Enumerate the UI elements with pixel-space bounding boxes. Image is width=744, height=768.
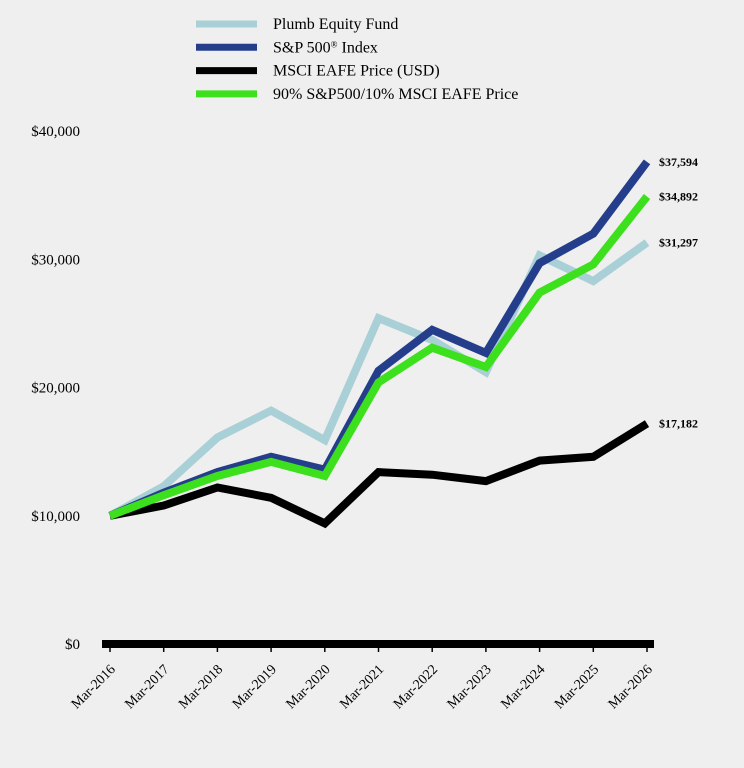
x-tick-label: Mar-2023	[445, 662, 495, 712]
legend-label-plumb-equity-fund: Plumb Equity Fund	[273, 16, 398, 33]
series-line-plumb-equity-fund	[108, 239, 650, 520]
x-tick-label: Mar-2021	[337, 662, 387, 712]
legend-label-90-s-p500-10-msci-eafe-price: 90% S&P500/10% MSCI EAFE Price	[273, 86, 518, 103]
x-tick-label: Mar-2017	[123, 662, 173, 712]
x-tick-label: Mar-2019	[230, 662, 280, 712]
y-tick-label: $0	[65, 637, 80, 653]
x-tick-label: Mar-2020	[284, 662, 334, 712]
legend: Plumb Equity Fund S&P 500® Index MSCI EAFE…	[196, 16, 518, 103]
series-line-90-s-p500-10-msci-eafe-price	[108, 194, 651, 520]
x-tick-label: Mar-2022	[391, 662, 441, 712]
end-value-label: $31,297	[659, 236, 698, 250]
legend-label-s-p-500-index: S&P 500® Index	[273, 39, 378, 56]
y-tick-label: $10,000	[31, 509, 80, 525]
y-tick-label: $30,000	[31, 252, 80, 268]
x-tick-label: Mar-2024	[498, 662, 548, 712]
end-value-label: $34,892	[659, 190, 698, 204]
end-value-label: $37,594	[659, 155, 698, 169]
series-lines	[108, 159, 651, 529]
end-value-label: $17,182	[659, 417, 698, 431]
legend-label-msci-eafe-price-usd: MSCI EAFE Price (USD)	[273, 63, 440, 80]
x-axis: Mar-2016 Mar-2017 Mar-2018 Mar-2019 Mar-2020…	[69, 640, 656, 712]
x-tick-label: Mar-2026	[606, 662, 656, 712]
x-tick-label: Mar-2016	[69, 662, 119, 712]
y-tick-label: $20,000	[31, 381, 80, 397]
x-tick-label: Mar-2018	[176, 662, 226, 712]
y-axis-ticks: $0 $10,000 $20,000 $30,000 $40,000	[31, 124, 80, 653]
y-tick-label: $40,000	[31, 124, 80, 140]
end-labels: $31,297 $37,594 $17,182 $34,892	[659, 155, 698, 431]
x-tick-label: Mar-2025	[552, 662, 602, 712]
series-line-msci-eafe-price-usd	[109, 420, 650, 529]
